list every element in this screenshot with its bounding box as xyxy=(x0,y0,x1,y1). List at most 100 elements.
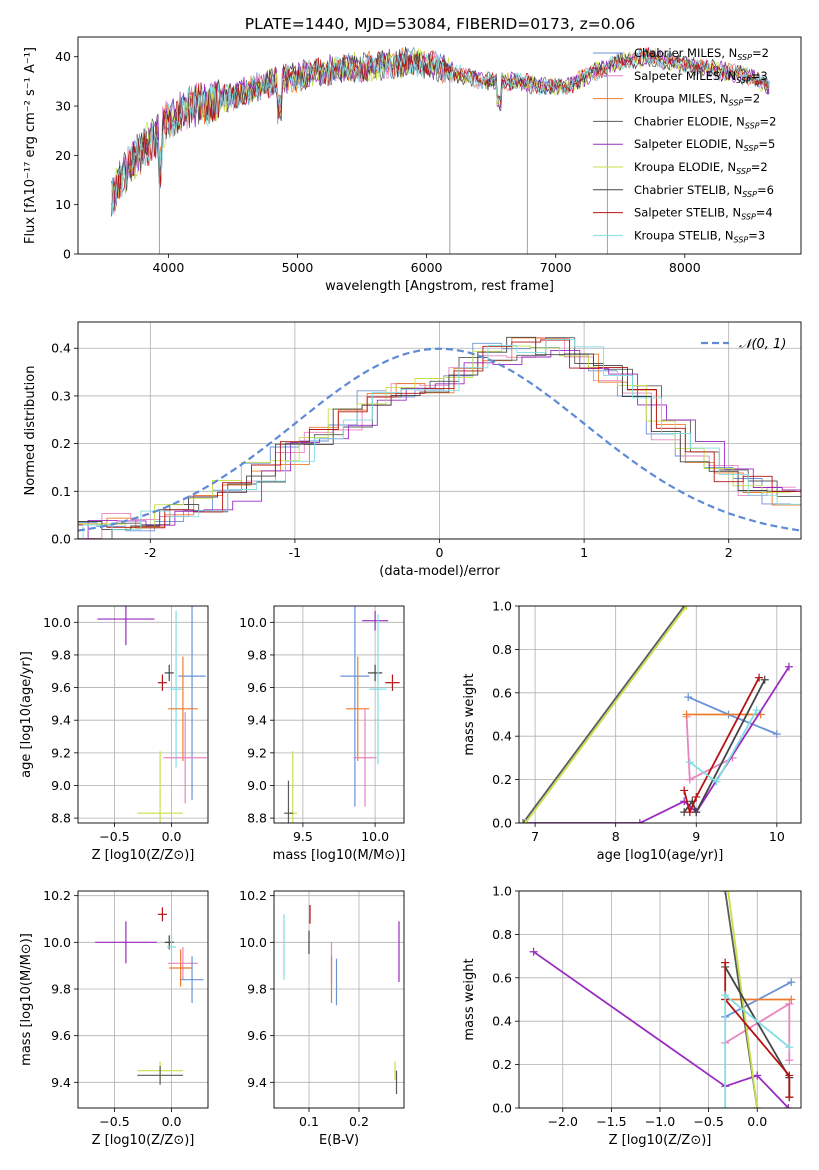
y-axis-label: Normed distribution xyxy=(23,366,38,496)
y-tick-label: 0.0 xyxy=(492,816,512,831)
legend-label-tail: =5 xyxy=(758,137,775,151)
panel-weight-vs-Z: −2.0 −1.5 −1.0 −0.5 0.0 0.0 0.2 0.4 0.6 0.8 1.0 Z [… xyxy=(462,884,802,1148)
axes-frame xyxy=(77,605,209,824)
y-tick-label: 1.0 xyxy=(492,884,512,899)
y-tick-label: 9.2 xyxy=(51,745,71,760)
plot-area-weight-vs-Z xyxy=(529,891,796,1108)
legend-label: Kroupa MILES, NSSP=2 xyxy=(634,92,760,108)
weight-marker xyxy=(685,808,694,817)
x-tick-label: −0.5 xyxy=(99,1114,129,1129)
spectrum-line-kroupa_stelib xyxy=(111,49,770,215)
y-tick-label: 10.2 xyxy=(43,888,71,903)
y-tick-label: 10 xyxy=(55,197,71,212)
weight-marker xyxy=(721,1104,730,1108)
legend-label-tail: =3 xyxy=(748,228,765,242)
x-axis-label: Z [log10(Z/Z⊙)] xyxy=(92,1133,195,1148)
weight-marker xyxy=(680,786,689,795)
figure-title: PLATE=1440, MJD=53084, FIBERID=0173, z=0… xyxy=(245,15,635,33)
errorbar-point xyxy=(284,780,293,823)
x-tick-label: −2.0 xyxy=(548,1114,578,1129)
y-tick-label: 10.0 xyxy=(239,615,267,630)
histogram-kroupa_stelib xyxy=(82,338,801,539)
axes-frame xyxy=(273,890,405,1109)
legend-label: Kroupa STELIB, NSSP=3 xyxy=(634,228,765,244)
errorbar-point xyxy=(180,956,204,1003)
x-axis-label: Z [log10(Z/Z⊙)] xyxy=(92,848,195,863)
x-tick-label: 0.0 xyxy=(747,1114,767,1129)
y-axis-label: mass weight xyxy=(462,958,477,1040)
weight-marker xyxy=(712,777,721,786)
legend-label-main: Chabrier MILES, N xyxy=(634,46,737,60)
x-tick-label: 10.0 xyxy=(361,829,389,844)
legend-label-main: Kroupa STELIB, N xyxy=(634,228,734,242)
x-tick-label: 8 xyxy=(612,829,620,844)
errorbar-point xyxy=(168,656,198,761)
y-tick-label: 0.3 xyxy=(51,388,71,403)
y-tick-label: 9.6 xyxy=(247,1028,267,1043)
weight-marker xyxy=(784,662,793,671)
y-tick-label: 9.8 xyxy=(51,982,71,997)
legend-label-sub: SSP xyxy=(736,167,751,176)
weight-marker xyxy=(685,775,694,784)
weight-marker xyxy=(755,673,764,682)
panel-age-vs-Z: −0.5 0.0 8.8 9.0 9.2 9.4 9.6 9.8 10.0 Z [log10(Z/… xyxy=(19,605,209,863)
y-tick-label: 10.0 xyxy=(43,935,71,950)
x-tick-label: 8000 xyxy=(669,260,701,275)
x-axis-label: wavelength [Angstrom, rest frame] xyxy=(325,279,554,294)
legend-label-tail: =6 xyxy=(757,183,774,197)
weight-line xyxy=(724,962,791,1098)
y-tick-label: 9.2 xyxy=(247,745,267,760)
y-tick-label: 0.4 xyxy=(51,341,71,356)
x-tick-label: 0 xyxy=(436,545,444,560)
y-tick-label: 0.4 xyxy=(492,729,512,744)
y-axis-label: mass [log10(M/M⊙)] xyxy=(19,933,34,1066)
weight-marker xyxy=(635,819,644,823)
axes-frame xyxy=(518,605,802,824)
plot-area-residuals xyxy=(78,336,801,539)
x-tick-label: 10 xyxy=(769,829,785,844)
legend-label: Salpeter ELODIE, NSSP=5 xyxy=(634,137,775,153)
legend-label: Chabrier ELODIE, NSSP=2 xyxy=(634,114,776,130)
legend-label-sub: SSP xyxy=(742,190,757,199)
errorbar-point xyxy=(353,708,377,807)
panel-mass-vs-Z: −0.5 0.0 9.4 9.6 9.8 10.0 10.2 Z [log10(Z/Z⊙)] m… xyxy=(19,888,209,1148)
histogram-chabrier_elodie xyxy=(83,337,801,539)
y-tick-label: 9.6 xyxy=(51,680,71,695)
legend-label-tail: =2 xyxy=(743,92,760,106)
x-tick-label: −0.5 xyxy=(693,1114,723,1129)
weight-marker xyxy=(529,947,538,956)
plot-area-spectrum xyxy=(111,46,770,254)
legend-item: Kroupa ELODIE, NSSP=2 xyxy=(593,160,768,176)
y-tick-label: 0.8 xyxy=(492,642,512,657)
weight-marker xyxy=(753,1104,762,1108)
weight-marker xyxy=(785,1043,794,1052)
weight-marker xyxy=(785,1071,794,1080)
errorbar-point xyxy=(369,614,387,765)
legend-item: Kroupa MILES, NSSP=2 xyxy=(593,92,760,108)
weight-line xyxy=(727,891,759,1108)
y-tick-label: 0.0 xyxy=(51,532,71,547)
y-tick-label: 0.6 xyxy=(492,970,512,985)
legend-label-sub: SSP xyxy=(734,235,749,244)
legend-item: Salpeter MILES, NSSP=3 xyxy=(593,69,768,85)
legend: Chabrier MILES, N SSP =2 Salpeter MILES, NS… xyxy=(593,46,776,244)
y-tick-label: 30 xyxy=(55,99,71,114)
legend-label-tail: =4 xyxy=(756,206,773,220)
y-axis-label: mass weight xyxy=(462,673,477,755)
y-tick-label: 0.6 xyxy=(492,685,512,700)
weight-marker xyxy=(721,891,730,895)
y-tick-label: 0.2 xyxy=(51,436,71,451)
x-tick-label: 2 xyxy=(725,545,733,560)
weight-marker xyxy=(685,758,694,767)
weight-line xyxy=(533,951,790,1108)
weight-line xyxy=(683,677,760,815)
histogram-chabrier_stelib xyxy=(78,336,796,530)
legend-label-main: Salpeter ELODIE, N xyxy=(634,137,744,151)
errorbar-point xyxy=(385,674,400,691)
legend-label-tail: =2 xyxy=(760,114,777,128)
x-tick-label: −1.5 xyxy=(596,1114,626,1129)
normal-curve xyxy=(78,347,801,532)
panel-residuals: -2 -1 0 1 2 0.0 0.1 0.2 0.3 0.4 (data-model)/error… xyxy=(23,321,802,579)
histogram-kroupa_elodie xyxy=(78,345,791,529)
